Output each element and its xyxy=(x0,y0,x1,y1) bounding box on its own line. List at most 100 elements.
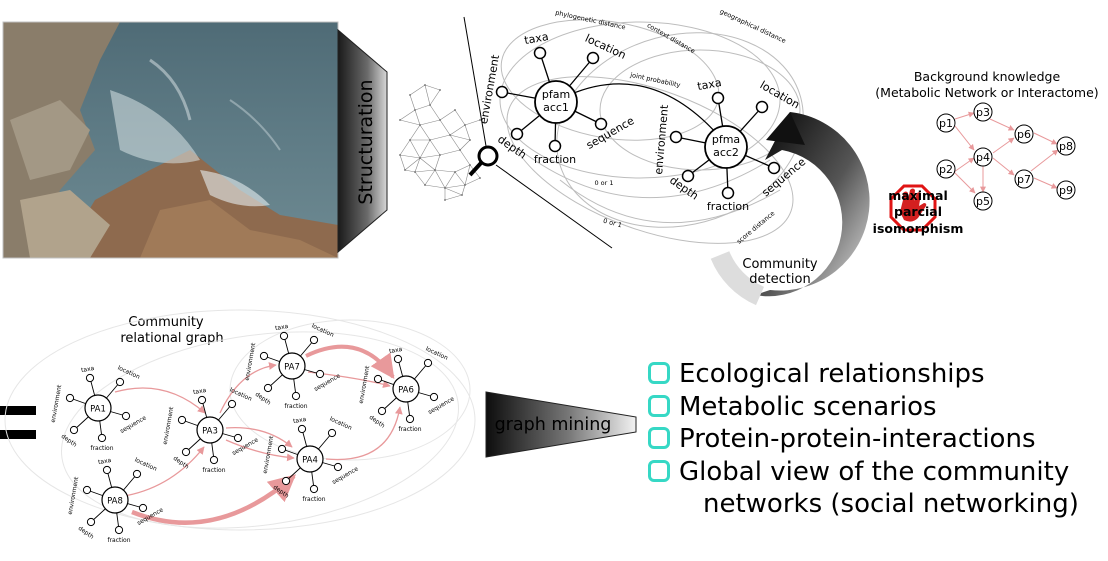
bk-node-p1: p1 xyxy=(939,117,953,130)
equals-sign xyxy=(0,406,36,439)
node2-line2: acc2 xyxy=(713,146,739,159)
zoom-line-bottom xyxy=(495,164,613,249)
bk-node-p5: p5 xyxy=(976,195,990,208)
joint-probability-label: joint probability xyxy=(629,71,682,90)
graph-node-pfam-acc1: pfam acc1 environment taxa location sequ… xyxy=(477,30,637,166)
community-spoke-label: depth xyxy=(254,391,272,407)
structuration-label: Structuration xyxy=(355,79,377,204)
community-graph-title-line1: Community xyxy=(128,315,204,330)
community-spoke-label: fraction xyxy=(284,403,307,410)
community-edge xyxy=(305,344,395,379)
bullet-box-icon xyxy=(648,394,670,417)
background-title-line1: Background knowledge xyxy=(914,69,1061,84)
bullet-ecological: Ecological relationships xyxy=(648,358,1103,391)
community-spoke-label: environment xyxy=(162,406,176,445)
background-knowledge-network: Background knowledge (Metabolic Network … xyxy=(875,69,1099,211)
bk-node-p9: p9 xyxy=(1059,184,1073,197)
network-mesh-blob xyxy=(399,84,481,201)
bk-node-p3: p3 xyxy=(976,106,990,119)
community-detection-line2: detection xyxy=(749,272,810,287)
seashore-photo xyxy=(2,21,339,259)
bullet-box-icon xyxy=(648,427,670,449)
phylo-distance-label: phylogenetic distance xyxy=(555,9,627,32)
community-edge xyxy=(219,362,277,414)
zero-or-one-label-a: 0 or 1 xyxy=(594,179,613,187)
bullet-box-icon xyxy=(648,362,670,384)
score-distance-label: score distance xyxy=(735,209,776,245)
community-spoke-label: environment xyxy=(50,384,64,423)
community-spoke-label: fraction xyxy=(90,445,113,452)
stop-sign-line2: parcial xyxy=(894,204,942,219)
community-spoke-label: fraction xyxy=(398,426,421,433)
background-title-line2: (Metabolic Network or Interactome) xyxy=(875,85,1098,100)
community-node-label: PA6 xyxy=(398,386,414,396)
community-spoke-label: fraction xyxy=(302,496,325,503)
community-detection-arrow: Community detection xyxy=(710,112,870,306)
bk-node-p6: p6 xyxy=(1017,128,1031,141)
bk-node-p2: p2 xyxy=(939,163,953,176)
community-node-label: PA8 xyxy=(107,497,123,507)
graph-node-pfma-acc2: pfma acc2 environment taxa location sequ… xyxy=(652,76,808,213)
joint-probability-edge xyxy=(568,83,719,136)
community-edge xyxy=(225,426,293,448)
graph-mining-wedge: graph mining xyxy=(485,391,637,458)
community-graph-title-line2: relational graph xyxy=(120,331,223,346)
community-node-label: PA7 xyxy=(284,363,300,373)
community-spoke-label: taxa xyxy=(81,365,96,374)
community-node-label: PA4 xyxy=(302,456,318,466)
magnifier-icon xyxy=(468,145,499,177)
community-spoke-label: taxa xyxy=(293,416,308,425)
community-spoke-label: fraction xyxy=(202,467,225,474)
community-edge xyxy=(114,387,206,414)
zoom-line-top xyxy=(463,16,487,147)
community-edge xyxy=(325,406,403,461)
community-spoke-label: depth xyxy=(77,525,95,541)
community-spoke-label: depth xyxy=(172,455,190,471)
edge-ellipses xyxy=(499,19,804,244)
bullet-box-icon xyxy=(648,459,670,482)
result-bullet-list: Ecological relationships Metabolic scena… xyxy=(648,358,1103,521)
bk-node-p7: p7 xyxy=(1017,173,1031,186)
community-relational-graph: Community relational graph PA1 environmen… xyxy=(4,309,476,544)
bullet-ppi: Protein-protein-interactions xyxy=(648,423,1103,456)
structuration-wedge: Structuration xyxy=(337,28,388,254)
community-spoke-label: taxa xyxy=(193,387,208,396)
node1-line1: pfam xyxy=(542,88,570,101)
bullet-global-view: Global view of the community xyxy=(648,456,1103,489)
node1-line2: acc1 xyxy=(543,101,569,114)
node2-fraction-label: fraction xyxy=(707,200,749,213)
graph-mining-label: graph mining xyxy=(495,415,612,435)
community-spoke-label: fraction xyxy=(107,537,130,544)
node1-taxa-label: taxa xyxy=(523,30,549,47)
community-spoke-label: taxa xyxy=(389,346,404,355)
node2-environment-label: environment xyxy=(652,104,671,176)
context-distance-label: context distance xyxy=(646,21,697,55)
community-spoke-label: taxa xyxy=(98,457,113,466)
community-spoke-label: depth xyxy=(368,414,386,430)
community-spoke-label: environment xyxy=(358,365,372,404)
node1-fraction-label: fraction xyxy=(534,153,576,166)
community-node-label: PA1 xyxy=(90,405,106,415)
community-detection-line1: Community xyxy=(742,257,818,272)
community-spoke-label: environment xyxy=(244,342,258,381)
community-node-label: PA3 xyxy=(202,427,218,437)
bk-node-p8: p8 xyxy=(1059,140,1073,153)
bk-node-p4: p4 xyxy=(976,151,990,164)
community-edge xyxy=(225,439,295,462)
community-edge xyxy=(117,446,205,498)
stop-sign-line3: isomorphism xyxy=(873,221,964,236)
stop-sign-icon: maximal parcial isomorphism xyxy=(873,184,964,236)
community-spoke-label: taxa xyxy=(275,323,290,332)
bullet-global-view-continuation: networks (social networking) xyxy=(703,489,1079,519)
bullet-metabolic: Metabolic scenarios xyxy=(648,391,1103,424)
community-edge xyxy=(131,474,297,525)
node2-taxa-label: taxa xyxy=(696,76,722,93)
stop-sign-line1: maximal xyxy=(888,188,948,203)
node2-line1: pfma xyxy=(712,133,740,146)
zero-or-one-label-b: 0 or 1 xyxy=(602,217,622,230)
